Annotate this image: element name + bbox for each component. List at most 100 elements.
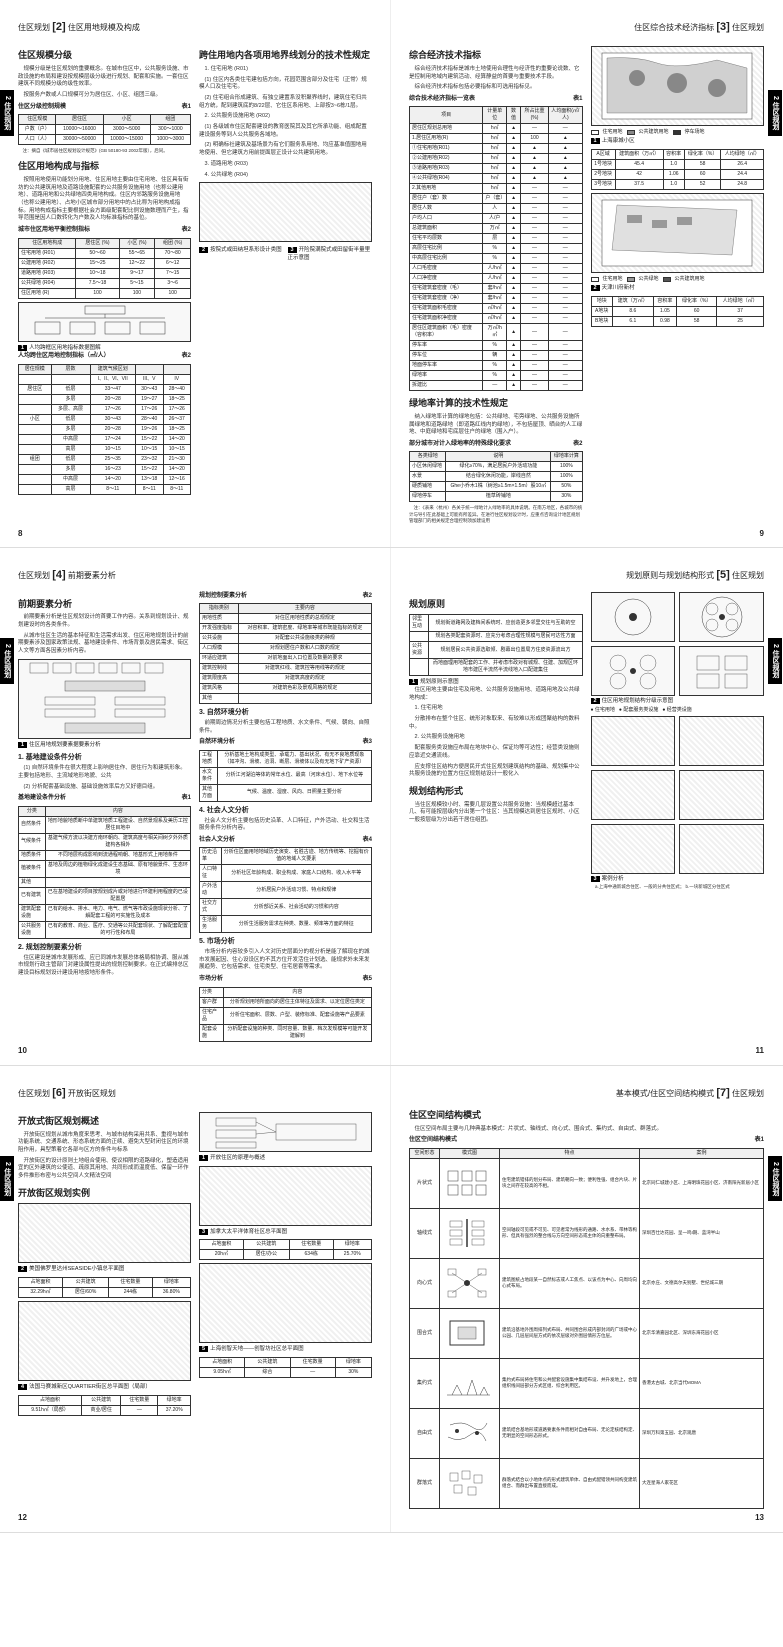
case-diagrams-grid bbox=[591, 716, 765, 874]
table-ref: 表4 bbox=[363, 836, 372, 844]
chapter-tab: 2 住区规划 bbox=[768, 1156, 782, 1202]
header-prefix: 住区规划 bbox=[732, 1089, 764, 1098]
table-social: 历史沿革分析住区面用地地域历史演变、名胜古迹、地方传统等、挖掘有价值的地域人文要… bbox=[199, 847, 372, 933]
page-header: 住区综合技术经济指标 [3] 住区规划 bbox=[409, 20, 764, 35]
legend: ● 住宅用地● 配套服务类设施● 经营类设施 bbox=[591, 707, 765, 714]
header-suffix: 规划原则与规划结构形式 bbox=[626, 571, 714, 580]
table-note: 注：《表来〈杭州〉各关于统一绿地计入绿地率的具体说明。在南方地区，各城市的统计与… bbox=[409, 505, 583, 524]
caption-note: a.上海中通新城合住区、一般的分共住区式； b.一块新城区分住区式 bbox=[591, 884, 765, 890]
site-plan-icon bbox=[597, 48, 757, 124]
para: 当住区规模较小时、需要几层设置公共服务设施：当规模超过基本几、有可能按层级内分出… bbox=[409, 802, 583, 825]
caption-num: 4 bbox=[18, 1384, 27, 1390]
para: 住区空间布局主要与几种典基本模式：片状式、轴线式、向心式、围合式、集约式、自由式… bbox=[409, 1126, 764, 1134]
table-title: 人均跨住区用地控制指标（㎡/人） bbox=[18, 352, 110, 360]
caption-text: 人均跨框区用地指标数据图解 bbox=[29, 345, 101, 351]
table-shanghai-data: A区域建筑面积（万㎡）容积率绿化率（%）人均绿地（㎡）1号地块45.41.058… bbox=[591, 149, 765, 190]
h3: 4. 社会人文分析 bbox=[199, 806, 372, 816]
table-ref: 表1 bbox=[182, 794, 191, 802]
chapter-tab: 2 住区规划 bbox=[768, 638, 782, 684]
caption-num: 2 bbox=[591, 285, 600, 291]
table-spatial-patterns: 空间形态模式图特点案例片状式住宅建筑错排的划分布局、建筑朝向一致；便利性强、组合… bbox=[409, 1148, 764, 1509]
page-header: 住区规划 [4] 前期要素分析 bbox=[18, 568, 372, 583]
spread-1: 2 住区规划 住区规划 [2] 住区用地规模及构成 住区规模分级 规模分级是住区… bbox=[0, 0, 783, 548]
header-prefix: 住区规划 bbox=[18, 1089, 50, 1098]
diagram-open-principle bbox=[199, 1112, 372, 1152]
para: 配套服务类设施应布局在地块中心、保证均等可达性；经营类设施则应靠近交通流线。 bbox=[409, 745, 583, 760]
table-ref: 表2 bbox=[363, 592, 372, 600]
table-ref: 表1 bbox=[573, 95, 582, 103]
table-land-balance: 住区用地构成居住区 (%)小区 (%)组团 (%)住宅用地 (R01)50～60… bbox=[18, 238, 191, 299]
diagram-indicator bbox=[18, 302, 191, 342]
page-10: 2 住区规划 住区规划 [4] 前期要素分析 前期要素分析 前期要素分析是住区规… bbox=[0, 548, 391, 1064]
table-ref: 表1 bbox=[182, 103, 191, 111]
caption-text: 上海康城小区 bbox=[602, 138, 635, 144]
para: 住区建设是城市发展形成、应已同城市发展总体格局相协调、服从城市规划行政主管部门对… bbox=[18, 955, 191, 978]
h3: 1. 基地建设条件分析 bbox=[18, 753, 191, 763]
table-tech-indicators: 项目计量单位数值所占比重(%)人均面积(㎡/人)居住区规划总用地h㎡▲——1.居… bbox=[409, 106, 583, 391]
table-title: 部分城市对计入绿地率的特殊绿化要求 bbox=[409, 440, 511, 448]
table-ref: 表1 bbox=[755, 1136, 764, 1144]
table-title: 规划控制要素分析 bbox=[199, 592, 247, 600]
page-header: 住区规划 [2] 住区用地规模及构成 bbox=[18, 20, 372, 35]
para: 前期要素分析是住区规划设计的首要工作内容。关系到规划设计、规划建设时的各类条件。 bbox=[18, 614, 191, 629]
table-principles: 邻里互动规划街道路网及建档间系统时、应创造更多邻里交往与互助的空规划各类配套资源… bbox=[409, 614, 583, 676]
header-suffix: 住区综合技术经济指标 bbox=[634, 23, 714, 32]
h2-open-block: 开放式街区规划概述 bbox=[18, 1115, 191, 1128]
para: 住区用地主要由住宅及用地、公共服务设施用地、道路用地及公共绿地构成： bbox=[409, 687, 583, 702]
caption-text: 住区用地规划结构分级示意图 bbox=[602, 698, 674, 704]
diagram-case bbox=[591, 770, 676, 820]
caption-text: 加拿大太平洋体育社区总平面图 bbox=[210, 1229, 287, 1235]
page-8: 2 住区规划 住区规划 [2] 住区用地规模及构成 住区规模分级 规模分级是住区… bbox=[0, 0, 391, 547]
para: 综合经济技术指标包括必要指标和可选用指标见。 bbox=[409, 84, 583, 92]
table-title: 自然环境分析 bbox=[199, 738, 235, 746]
caption-num: 1 bbox=[591, 138, 600, 144]
table-green-calc: 各类绿地说明绿地率计算小区休闲绿地绿化≥70%，满足居民户外活动功能100%水景… bbox=[409, 451, 583, 502]
para: 4. 公共绿地 (R04) bbox=[199, 172, 372, 180]
h3: 2. 规划控制要素分析 bbox=[18, 943, 191, 953]
caption-text: 上海创智天地——创智坊社区总平面图 bbox=[210, 1346, 304, 1352]
para: 开放街区的设计原则土地组合使用、使议相限的道路绿化，塑造适用宜的区外建筑的公使道… bbox=[18, 1158, 191, 1181]
header-suffix: 基本模式/住区空间结构模式 bbox=[616, 1089, 714, 1098]
h2-tech-indicators: 综合经济技术指标 bbox=[409, 49, 583, 62]
caption-num: 3 bbox=[288, 247, 297, 253]
h2-green-calc: 绿地率计算的技术性规定 bbox=[409, 397, 583, 410]
diagram-seaside bbox=[18, 1203, 191, 1263]
header-num: [6] bbox=[52, 1087, 65, 1099]
table-title: 社会人文分析 bbox=[199, 836, 235, 844]
header-num: [5] bbox=[716, 569, 729, 581]
table-scale-control: 住区规模居住区小区组团户数（户）10000～160003000～5000300～… bbox=[18, 114, 191, 145]
para: 按服务户数或人口规模可分为居住区、小区、组团三级。 bbox=[18, 92, 191, 100]
caption-num: 5 bbox=[199, 1346, 208, 1352]
h2-principles: 规划原则 bbox=[409, 598, 583, 611]
legend: 住宅用地公共建筑用地停车场地 bbox=[591, 129, 765, 136]
para: 综合经济技术指标是城市土地使用合理性与经济性的重要论说数、它是控制用地域内建筑活… bbox=[409, 66, 583, 81]
para: (1) 各级城市住区配套建设的教育医院其及其它所承功能、组成配置建设服务等到人公… bbox=[199, 124, 372, 139]
caption-text: 案例分析 bbox=[602, 876, 624, 882]
table-planning-control: 指标类别主要内容用地性质对住区用地性质的总规规定开发强度指标对容积率、建筑密度、… bbox=[199, 603, 372, 704]
table-title: 基地建设条件分析 bbox=[18, 794, 66, 802]
table-title: 住区空间结构模式 bbox=[409, 1136, 457, 1144]
page-number: 10 bbox=[18, 1045, 27, 1056]
h2-spatial-patterns: 住区空间结构模式 bbox=[409, 1109, 764, 1122]
header-suffix: 开放街区规划 bbox=[68, 1089, 116, 1098]
table-note: 注：摘自《城市居住区规划设计规范》(GB 50180-93 2002年版），后同… bbox=[18, 148, 191, 154]
h3: 3. 自然环境分析 bbox=[199, 708, 372, 718]
spread-2: 2 住区规划 住区规划 [4] 前期要素分析 前期要素分析 前期要素分析是住区规… bbox=[0, 548, 783, 1065]
diagram-chuangzhi bbox=[199, 1263, 372, 1343]
diagram-case bbox=[679, 770, 764, 820]
h3: 5. 市场分析 bbox=[199, 937, 372, 947]
caption-num: 2 bbox=[18, 1266, 27, 1272]
caption-num: 3 bbox=[199, 1229, 208, 1235]
para: (1) 自然环境条件在很大程度上影响居住作、居住行为和建筑形象。主要包括地形、主… bbox=[18, 765, 191, 780]
caption-text: 规划原则示意图 bbox=[420, 679, 459, 685]
para: 1. 住宅用地 (R01) bbox=[199, 66, 372, 74]
para: 按照用地使用功能划分用地、住区用地主要由住宅用地、住区具有街坊的公共建筑用地及道… bbox=[18, 177, 191, 223]
diagram-elements bbox=[18, 659, 191, 739]
header-prefix: 住区规划 bbox=[18, 571, 50, 580]
diagram-case bbox=[679, 716, 764, 766]
page-number: 13 bbox=[755, 1512, 764, 1523]
page-number: 8 bbox=[18, 528, 22, 539]
caption-num: 1 bbox=[18, 742, 27, 748]
header-prefix: 住区规划 bbox=[732, 23, 764, 32]
table-seaside: 占地面积公共建筑住宅数量绿地率32.29h㎡居住/60%244栋36.80% bbox=[18, 1277, 191, 1298]
